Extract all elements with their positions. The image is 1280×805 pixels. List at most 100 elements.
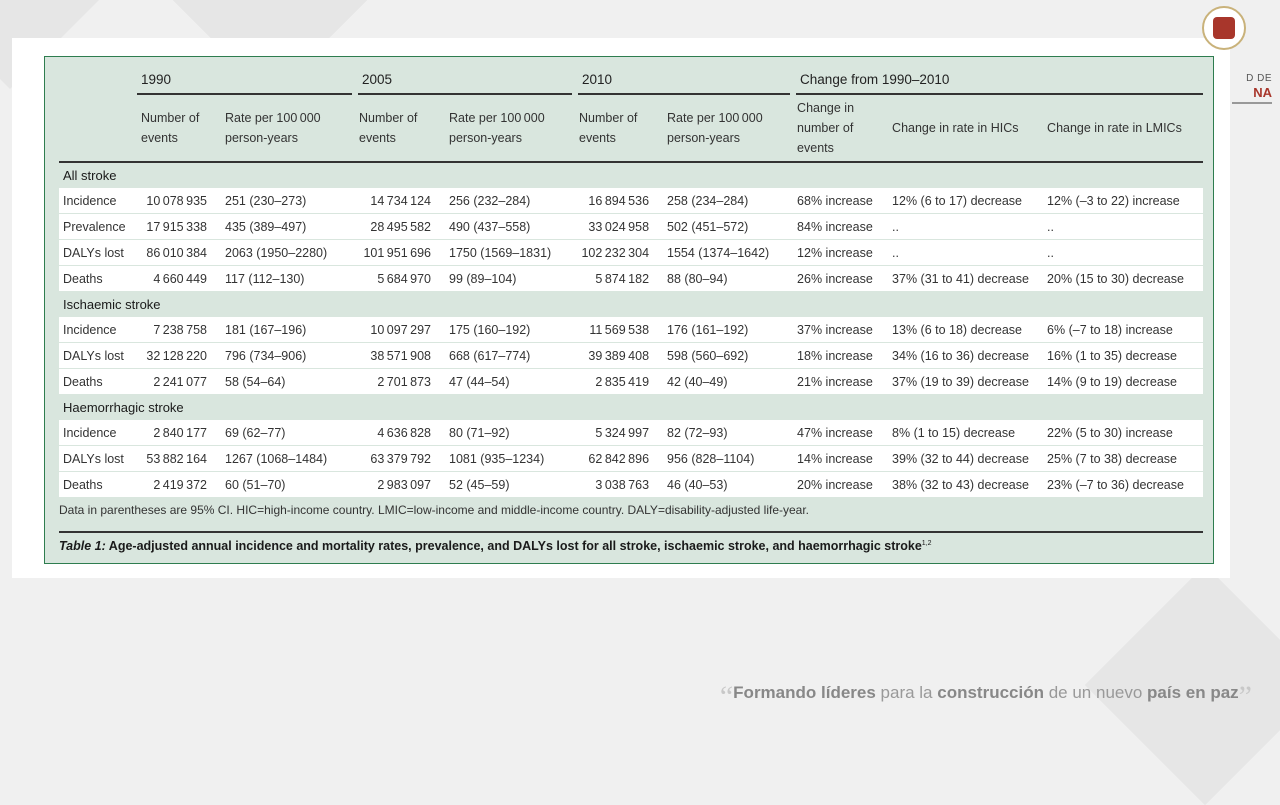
table-cell: 181 (167–196) — [221, 317, 356, 343]
table-cell: 14 734 124 — [355, 188, 446, 214]
tagline-word: país en paz — [1147, 683, 1239, 702]
table-cell: .. — [1043, 239, 1204, 266]
tagline-word: construcción — [937, 683, 1044, 702]
row-label: DALYs lost — [59, 445, 137, 472]
table-cell: 52 (45–59) — [445, 471, 576, 498]
table-cell: 1750 (1569–1831) — [445, 239, 576, 266]
brand-top-text: D DE — [1246, 73, 1272, 84]
caption-text: Age-adjusted annual incidence and mortal… — [105, 539, 922, 553]
table-cell: 38 571 908 — [355, 342, 446, 369]
row-label: Deaths — [59, 265, 137, 292]
table-cell: 11 569 538 — [575, 317, 664, 343]
table-cell: 13% (6 to 18) decrease — [888, 317, 1044, 343]
table-row: DALYs lost 86 010 384 2063 (1950–2280) 101 … — [59, 239, 1204, 266]
table-cell: 42 (40–49) — [663, 368, 794, 395]
table-cell: 23% (–7 to 36) decrease — [1043, 471, 1204, 498]
table-cell: 4 636 828 — [355, 420, 446, 446]
table-cell: 5 874 182 — [575, 265, 664, 292]
table-cell: 256 (232–284) — [445, 188, 576, 214]
table-cell: 34% (16 to 36) decrease — [888, 342, 1044, 369]
table-cell: 62 842 896 — [575, 445, 664, 472]
section-title: Haemorrhagic stroke — [63, 400, 184, 415]
table-row: Incidence 10 078 935 251 (230–273) 14 734 1… — [59, 188, 1204, 214]
year-header-2005: 2005 — [355, 65, 579, 95]
year-header-change: Change from 1990–2010 — [793, 65, 1204, 95]
table-cell: 14% increase — [793, 445, 889, 472]
sub-header: Rate per 100 000 person-years — [663, 94, 794, 163]
sub-header: Change in rate in LMICs — [1043, 94, 1204, 163]
table-cell: 39% (32 to 44) decrease — [888, 445, 1044, 472]
table-cell: 598 (560–692) — [663, 342, 794, 369]
sub-header: Number of events — [137, 94, 221, 163]
university-brand: D DE NA — [1232, 72, 1272, 104]
caption-rule — [59, 531, 1203, 533]
table-cell: 1081 (935–1234) — [445, 445, 576, 472]
row-label: Prevalence — [59, 213, 137, 240]
table-cell: 4 660 449 — [137, 265, 221, 292]
table-cell: 490 (437–558) — [445, 213, 576, 240]
table-cell: 47 (44–54) — [445, 368, 576, 395]
table-body: All stroke Incidence 10 078 935 251 (230–27… — [59, 162, 1204, 498]
table-cell: 3 038 763 — [575, 471, 664, 498]
table-cell: 82 (72–93) — [663, 420, 794, 446]
table-row: Prevalence 17 915 338 435 (389–497) 28 495 … — [59, 213, 1204, 240]
table-cell: 46 (40–53) — [663, 471, 794, 498]
tagline-word: de un nuevo — [1044, 683, 1148, 702]
sub-header: Change in number of events — [793, 94, 889, 163]
section-row: All stroke — [59, 162, 1203, 188]
table-cell: 18% increase — [793, 342, 889, 369]
table-cell: 69 (62–77) — [221, 420, 356, 446]
table-panel: 1990 2005 2010 Change from 1990–2010 Num… — [44, 56, 1214, 564]
table-cell: 668 (617–774) — [445, 342, 576, 369]
sub-header: Change in rate in HICs — [888, 94, 1044, 163]
table-cell: 8% (1 to 15) decrease — [888, 420, 1044, 446]
quote-open-icon: “ — [719, 680, 734, 713]
table-cell: 21% increase — [793, 368, 889, 395]
table-cell: .. — [1043, 213, 1204, 240]
row-label: Deaths — [59, 368, 137, 395]
table-cell: 12% (–3 to 22) increase — [1043, 188, 1204, 214]
row-label: DALYs lost — [59, 342, 137, 369]
table-cell: 86 010 384 — [137, 239, 221, 266]
table-cell: 37% (31 to 41) decrease — [888, 265, 1044, 292]
table-cell: 2063 (1950–2280) — [221, 239, 356, 266]
table-cell: 58 (54–64) — [221, 368, 356, 395]
seal-crest — [1213, 17, 1235, 39]
row-label: DALYs lost — [59, 239, 137, 266]
table-cell: 16 894 536 — [575, 188, 664, 214]
table-cell: 796 (734–906) — [221, 342, 356, 369]
table-row: Deaths 2 241 077 58 (54–64) 2 701 873 47 (44… — [59, 368, 1204, 395]
sub-header: Rate per 100 000 person-years — [221, 94, 356, 163]
brand-underline — [1232, 102, 1272, 104]
university-seal-icon — [1202, 6, 1246, 50]
table-cell: 956 (828–1104) — [663, 445, 794, 472]
table-row: Deaths 4 660 449 117 (112–130) 5 684 970 99 … — [59, 265, 1204, 292]
section-row: Haemorrhagic stroke — [59, 395, 1203, 421]
stroke-table: 1990 2005 2010 Change from 1990–2010 Num… — [59, 65, 1204, 498]
footer-tagline: “Formando líderes para la construcción d… — [720, 680, 1252, 714]
table-row: DALYs lost 53 882 164 1267 (1068–1484) 63 3… — [59, 445, 1204, 472]
row-label: Deaths — [59, 471, 137, 498]
table-cell: 12% (6 to 17) decrease — [888, 188, 1044, 214]
table-row: Incidence 2 840 177 69 (62–77) 4 636 828 80 … — [59, 420, 1204, 446]
caption-superscript: 1,2 — [921, 539, 932, 547]
table-cell: 435 (389–497) — [221, 213, 356, 240]
table-row: Deaths 2 419 372 60 (51–70) 2 983 097 52 (45… — [59, 471, 1204, 498]
table-row: DALYs lost 32 128 220 796 (734–906) 38 571 … — [59, 342, 1204, 369]
table-cell: 175 (160–192) — [445, 317, 576, 343]
row-label: Incidence — [59, 420, 137, 446]
table-cell: 68% increase — [793, 188, 889, 214]
table-cell: 2 241 077 — [137, 368, 221, 395]
sub-header: Number of events — [355, 94, 446, 163]
table-cell: 251 (230–273) — [221, 188, 356, 214]
table-cell: 84% increase — [793, 213, 889, 240]
sub-header-row: Number of events Rate per 100 000 person… — [59, 94, 1204, 163]
table-cell: 2 419 372 — [137, 471, 221, 498]
table-cell: .. — [888, 213, 1044, 240]
year-header-row: 1990 2005 2010 Change from 1990–2010 — [59, 65, 1204, 95]
table-cell: 60 (51–70) — [221, 471, 356, 498]
brand-bottom-text: NA — [1253, 85, 1272, 100]
caption-label: Table 1: — [59, 539, 106, 553]
table-cell: .. — [888, 239, 1044, 266]
table-cell: 26% increase — [793, 265, 889, 292]
